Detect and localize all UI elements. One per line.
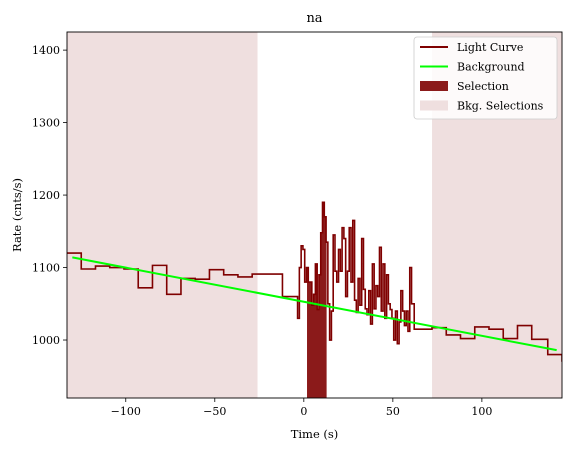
plot-frame bbox=[66, 31, 563, 399]
legend-label-bkg_selection: Bkg. Selections bbox=[457, 100, 544, 113]
y-tick-label: 1000 bbox=[32, 334, 60, 347]
light-curve-layer bbox=[67, 201, 562, 362]
x-tick-label: 0 bbox=[300, 405, 307, 418]
legend: Light Curve Background Selection Bkg. Selec… bbox=[413, 36, 558, 120]
bkg-selection-region-0 bbox=[67, 32, 258, 398]
x-tick-label: −100 bbox=[111, 405, 141, 418]
x-tick-label: 50 bbox=[386, 405, 400, 418]
background-line-layer bbox=[72, 256, 557, 352]
light-curve-line bbox=[67, 201, 562, 362]
legend-swatch-selection bbox=[420, 81, 448, 91]
legend-swatch-bkg_selection bbox=[420, 100, 448, 111]
y-tick-label: 1400 bbox=[32, 44, 60, 57]
y-tick-label: 1100 bbox=[32, 262, 60, 275]
y-axis-label: Rate (cnts/s) bbox=[10, 178, 24, 252]
legend-label-background: Background bbox=[457, 61, 525, 74]
chart-title: na bbox=[306, 11, 322, 26]
legend-label-light_curve: Light Curve bbox=[457, 41, 523, 54]
legend-label-selection: Selection bbox=[457, 80, 509, 93]
x-tick-label: 100 bbox=[471, 405, 492, 418]
y-axis-ticks: 1000 1100 1200 1300 1400 bbox=[32, 44, 67, 347]
x-axis-label: Time (s) bbox=[291, 427, 339, 441]
legend-box bbox=[413, 36, 558, 120]
x-tick-label: −50 bbox=[203, 405, 226, 418]
background-line bbox=[72, 256, 557, 352]
y-tick-label: 1200 bbox=[32, 189, 60, 202]
y-tick-label: 1300 bbox=[32, 117, 60, 130]
x-axis-ticks: −100 −50 0 50 100 bbox=[111, 398, 492, 418]
